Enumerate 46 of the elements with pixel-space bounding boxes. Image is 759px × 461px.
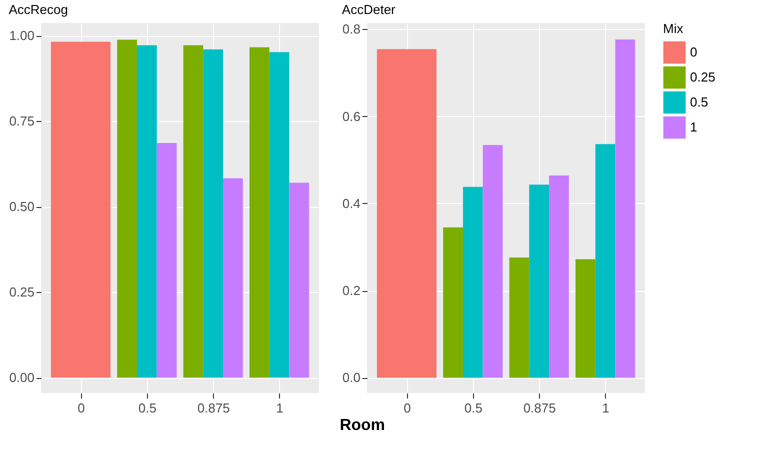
y-tick-label: 1.00 [9, 28, 34, 44]
y-tick-label: 0.00 [9, 370, 34, 386]
bar [376, 49, 436, 378]
y-tick-label: 0.25 [9, 284, 34, 300]
x-tick-label: 0 [78, 400, 85, 416]
x-tick-label: 0.875 [197, 400, 230, 416]
bar [50, 42, 110, 378]
y-tick-label: 0.8 [342, 22, 360, 37]
bar [156, 143, 177, 378]
bar [529, 184, 550, 378]
chart-title: AccRecog [8, 2, 68, 17]
legend-label: 1 [690, 120, 698, 134]
legend-label: 0.25 [690, 70, 716, 84]
bar [443, 227, 463, 378]
x-tick-label: 0.5 [464, 400, 482, 416]
chart-title: AccDeter [342, 2, 396, 17]
legend-label: 0.5 [690, 94, 708, 110]
bar [269, 52, 290, 378]
y-tick-label: 0.75 [9, 114, 34, 129]
bar [250, 47, 270, 378]
y-tick-label: 0.2 [342, 283, 360, 298]
bar [576, 259, 596, 378]
x-tick-label: 1 [602, 400, 610, 416]
bar [509, 257, 530, 378]
bar [615, 40, 636, 378]
y-tick-label: 0.50 [9, 199, 34, 214]
bar [549, 176, 569, 378]
x-axis-title: Room [340, 417, 386, 434]
y-tick-label: 0.6 [342, 108, 360, 124]
y-tick-label: 0.4 [342, 196, 360, 211]
bar [117, 40, 137, 378]
x-tick-label: 0 [404, 400, 411, 416]
y-tick-label: 0.0 [342, 370, 360, 386]
bar [203, 49, 224, 378]
x-tick-label: 0.5 [138, 400, 156, 416]
x-tick-label: 1 [276, 400, 284, 416]
bar [136, 45, 157, 378]
legend-title: Mix [663, 21, 684, 36]
bar [595, 144, 616, 378]
bar [223, 178, 243, 378]
bar [289, 182, 310, 378]
bar [482, 145, 503, 378]
x-tick-label: 0.875 [523, 400, 556, 416]
bar [183, 45, 204, 378]
legend-label: 0 [690, 44, 698, 60]
bar [462, 186, 483, 378]
